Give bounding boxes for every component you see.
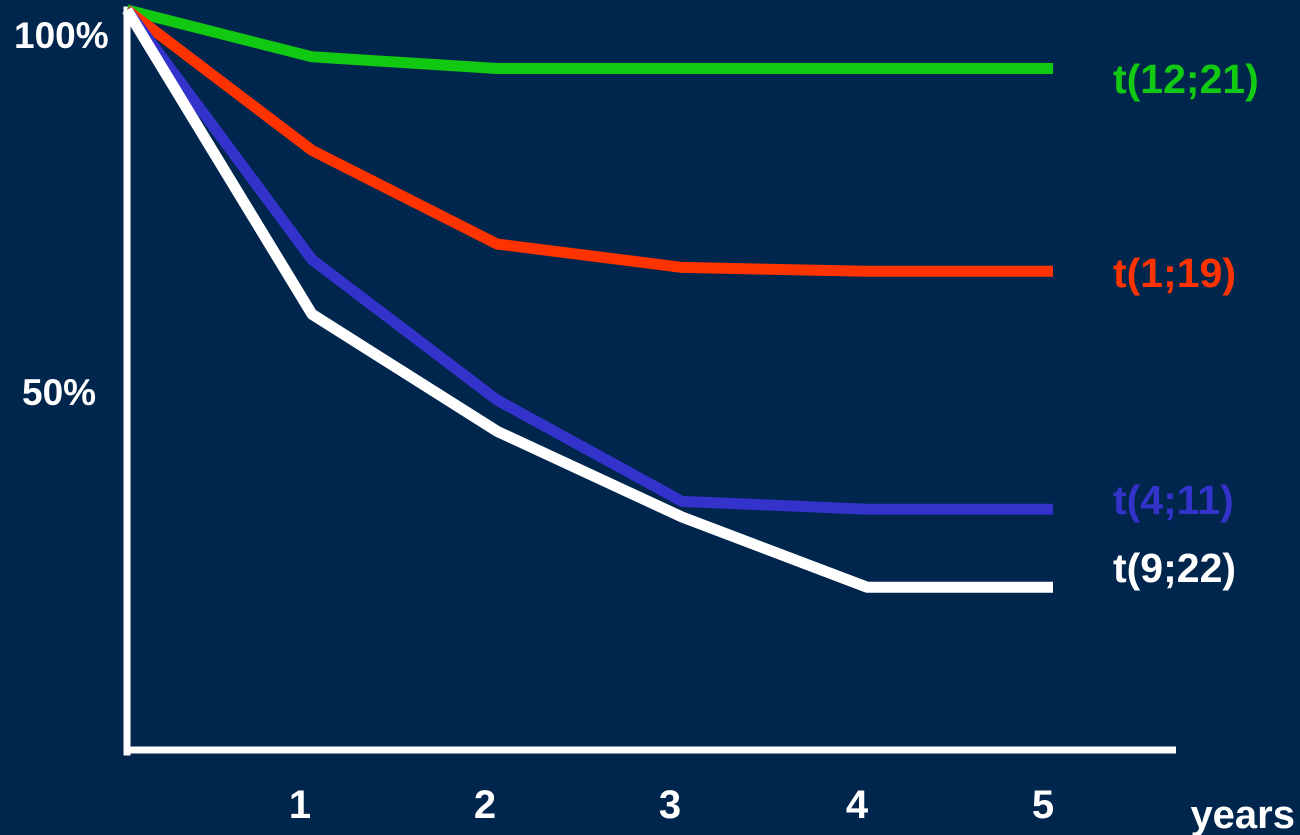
x-tick-label-1: 1 <box>289 783 311 827</box>
x-tick-label-4: 4 <box>846 783 869 827</box>
series-label-t12-21: t(12;21) <box>1113 56 1259 102</box>
series-label-t9-22: t(9;22) <box>1113 545 1236 591</box>
series-label-t4-11: t(4;11) <box>1113 477 1234 523</box>
x-tick-label-2: 2 <box>474 783 496 827</box>
x-tick-label-3: 3 <box>659 783 681 827</box>
series-line-0 <box>125 4 1053 74</box>
y-tick-label-50: 50% <box>22 372 96 413</box>
y-tick-label-100: 100% <box>14 15 109 56</box>
x-tick-label-5: 5 <box>1032 783 1054 827</box>
x-axis-label: years <box>1190 793 1295 835</box>
series-line-3 <box>122 7 1053 593</box>
series-line-1 <box>123 5 1053 277</box>
series-lines <box>122 4 1053 593</box>
series-label-t1-19: t(1;19) <box>1113 250 1236 296</box>
series-line-2 <box>122 6 1053 515</box>
